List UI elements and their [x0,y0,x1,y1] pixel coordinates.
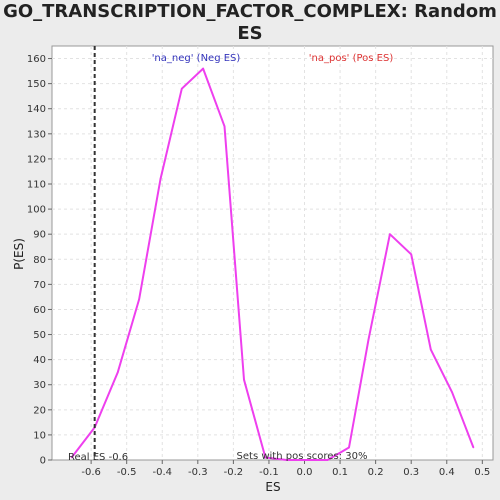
x-tick-label: -0.6 [81,467,101,478]
x-tick-label: 0.0 [297,467,313,478]
y-tick-label: 80 [33,255,46,266]
x-axis-title: ES [265,480,280,494]
data-point [348,446,350,449]
y-tick-label: 30 [33,380,46,391]
x-tick-label: 0.1 [332,467,348,478]
x-tick-label: -0.5 [117,467,137,478]
x-tick-label: -0.3 [188,467,208,478]
y-tick-label: 110 [27,180,46,191]
y-tick-label: 10 [33,430,46,441]
x-tick-label: 0.3 [403,467,419,478]
x-tick-label: -0.1 [259,467,279,478]
data-point [303,459,306,461]
data-point [159,178,162,180]
y-axis: 0 10 20 30 40 50 60 70 80 90 100 110 120 130 140 150 160 [27,54,52,467]
x-tick-label: 0.4 [439,467,455,478]
data-point [410,253,413,256]
y-tick-label: 0 [40,456,46,467]
real-es-label: Real ES -0.6 [68,452,128,463]
es-distribution-line [70,67,475,461]
y-tick-label: 70 [33,280,46,291]
data-point [181,87,183,90]
x-tick-label: 0.5 [474,467,490,478]
y-tick-label: 140 [27,104,46,115]
y-tick-label: 150 [27,79,46,90]
data-point [264,456,267,459]
data-point [202,67,204,70]
y-tick-label: 60 [33,305,46,316]
grid-lines [52,46,493,460]
pos-annotation: 'na_pos' (Pos ES) [309,53,394,64]
y-tick-label: 160 [27,54,46,65]
data-point [326,459,329,461]
y-tick-label: 120 [27,154,46,165]
neg-annotation: 'na_neg' (Neg ES) [152,53,241,64]
plot-area [51,45,494,461]
data-point [243,378,245,381]
data-point [367,338,370,341]
data-point [472,446,475,449]
chart-title-line1: GO_TRANSCRIPTION_FACTOR_COMPLEX: Random … [3,1,497,44]
data-point [116,371,119,373]
data-point [451,391,453,394]
data-point [70,456,73,459]
y-tick-label: 90 [33,230,46,241]
x-tick-label: -0.4 [152,467,172,478]
y-tick-label: 100 [27,205,46,216]
data-point [223,125,226,128]
y-tick-label: 50 [33,330,46,341]
y-tick-label: 20 [33,405,46,416]
data-point [389,233,391,235]
y-axis-title: P(ES) [12,238,26,270]
data-point [429,348,432,351]
x-tick-label: -0.2 [224,467,244,478]
sets-pos-label: Sets with pos scores: 30% [237,451,368,462]
x-axis: -0.6 -0.5 -0.4 -0.3 -0.2 -0.1 0.0 0.1 0.2 0.3 0.4 0… [81,460,490,478]
y-tick-label: 130 [27,129,46,140]
x-tick-label: 0.2 [368,467,384,478]
y-tick-label: 40 [33,355,46,366]
data-point [138,298,140,301]
data-point [285,459,288,461]
